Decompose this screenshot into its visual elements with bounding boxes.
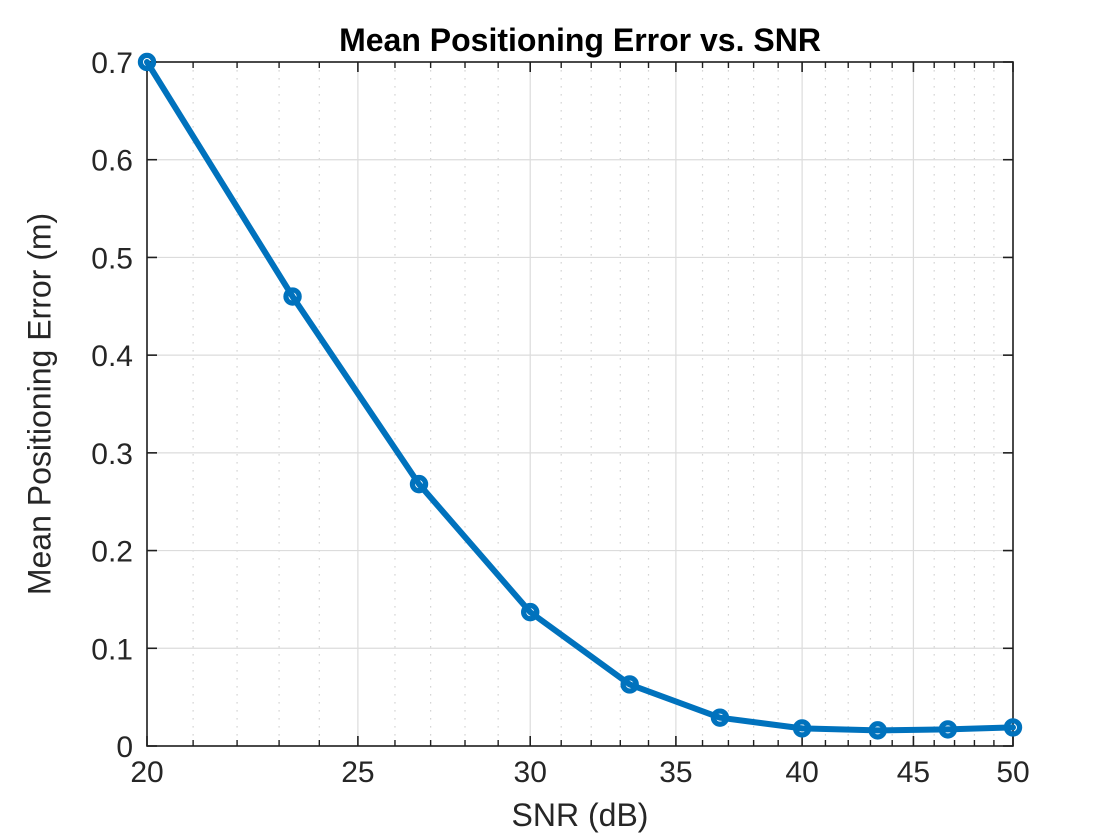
data-point-marker <box>137 52 157 72</box>
x-tick-label: 20 <box>130 756 163 789</box>
data-point-marker <box>409 474 429 494</box>
data-point-marker <box>283 287 302 306</box>
x-tick-label: 45 <box>897 756 930 789</box>
series-line <box>144 59 1016 734</box>
data-point-marker <box>868 721 887 740</box>
data-point-marker <box>1003 718 1023 737</box>
y-tick-label: 0.4 <box>91 340 133 373</box>
y-tick-label: 0.5 <box>91 242 133 275</box>
data-point-marker <box>521 602 540 622</box>
x-tick-label: 40 <box>785 756 818 789</box>
y-tick-label: 0.3 <box>91 438 133 471</box>
data-point-marker <box>792 719 812 738</box>
axes-box <box>146 61 1014 747</box>
x-axis-label: SNR (dB) <box>511 797 649 833</box>
y-tick-label: 0.2 <box>91 536 133 569</box>
y-tick-label: 0.7 <box>91 47 133 80</box>
y-tick-label: 0.6 <box>91 145 133 178</box>
x-tick-label: 35 <box>659 756 692 789</box>
data-point-marker <box>620 675 639 694</box>
y-tick-label: 0 <box>116 731 133 764</box>
x-tick-label: 25 <box>341 756 374 789</box>
y-tick-label: 0.1 <box>91 633 133 666</box>
x-tick-label: 50 <box>996 756 1029 789</box>
chart-title: Mean Positioning Error vs. SNR <box>339 22 821 58</box>
data-point-marker <box>938 720 958 739</box>
data-point-marker <box>710 708 730 727</box>
x-tick-label: 30 <box>514 756 547 789</box>
